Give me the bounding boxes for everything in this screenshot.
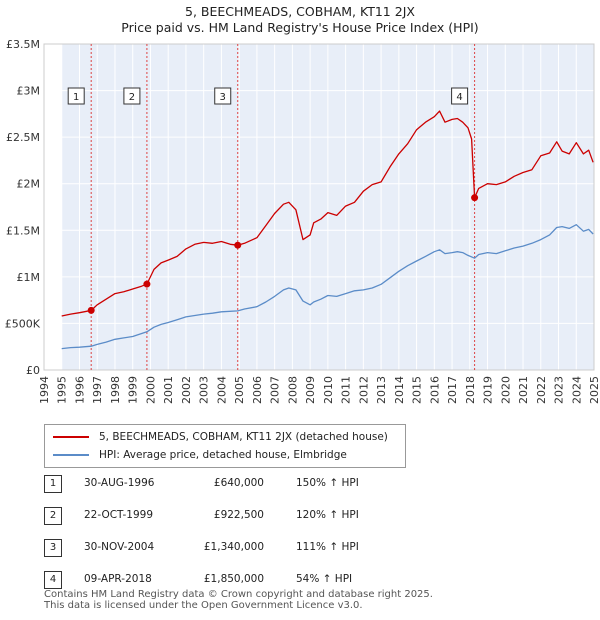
legend-blue-swatch (53, 454, 89, 456)
x-tick-label: 2005 (233, 376, 246, 404)
transaction-number: 4 (44, 571, 62, 589)
legend-property-label: 5, BEECHMEADS, COBHAM, KT11 2JX (detache… (99, 431, 388, 443)
x-tick-label: 2018 (464, 376, 477, 404)
sale-point (143, 280, 151, 288)
sale-number-label: 2 (129, 92, 135, 103)
transaction-date: 30-NOV-2004 (84, 541, 155, 553)
x-tick-label: 1994 (38, 376, 51, 404)
x-tick-label: 2010 (322, 376, 335, 404)
sale-number-box (451, 87, 469, 105)
price-chart: £0 £500K £1M £1.5M £2M £2.5M £3M £3.5M 1994 1995 1… (5, 38, 600, 404)
legend: 5, BEECHMEADS, COBHAM, KT11 2JX (detache… (44, 424, 406, 468)
transaction-price: £1,850,000 (203, 573, 264, 585)
footer-copyright: Contains HM Land Registry data © Crown c… (44, 589, 433, 600)
x-tick-label: 2023 (553, 376, 566, 404)
x-tick-label: 1995 (56, 376, 69, 404)
transaction-hpi-pct: 150% ↑ HPI (296, 477, 359, 489)
x-tick-label: 1999 (127, 376, 140, 404)
x-tick-label: 2000 (144, 376, 157, 404)
transaction-price: £922,500 (213, 509, 264, 521)
x-tick-label: 2012 (357, 376, 370, 404)
y-tick-label: £1M (17, 271, 41, 284)
x-tick-label: 2016 (428, 376, 441, 404)
transaction-hpi-pct: 120% ↑ HPI (296, 509, 359, 521)
sale-point (471, 194, 479, 202)
x-tick-label: 2025 (588, 376, 600, 404)
y-tick-label: £500K (5, 317, 41, 330)
transactions-table: 1 30-AUG-1996 £640,000 150% ↑ HPI 2 22-O… (34, 475, 594, 603)
sale-number-label: 3 (220, 92, 226, 103)
legend-item-hpi: HPI: Average price, detached house, Elmb… (53, 446, 347, 464)
x-tick-label: 2002 (180, 376, 193, 404)
x-tick-label: 1996 (73, 376, 86, 404)
legend-item-property: 5, BEECHMEADS, COBHAM, KT11 2JX (detache… (53, 428, 388, 446)
sale-number-box (123, 87, 141, 105)
x-tick-label: 2013 (375, 376, 388, 404)
footer-licence: This data is licensed under the Open Gov… (44, 600, 363, 611)
y-tick-label: £1.5M (6, 224, 40, 237)
sale-number-box (67, 87, 85, 105)
x-tick-label: 2008 (286, 376, 299, 404)
x-tick-label: 2009 (304, 376, 317, 404)
y-tick-label: £0 (26, 364, 40, 377)
x-tick-label: 2006 (251, 376, 264, 404)
x-tick-label: 1997 (91, 376, 104, 404)
x-tick-label: 1998 (109, 376, 122, 404)
x-tick-label: 2015 (411, 376, 424, 404)
y-tick-label: £2M (17, 178, 41, 191)
series-line (61, 224, 594, 350)
transaction-number: 1 (44, 475, 62, 493)
transaction-price: £640,000 (213, 477, 264, 489)
y-tick-label: £3.5M (6, 38, 40, 51)
chart-title-line1: 5, BEECHMEADS, COBHAM, KT11 2JX (185, 4, 415, 19)
transaction-row: 2 22-OCT-1999 £922,500 120% ↑ HPI (34, 507, 594, 539)
legend-hpi-label: HPI: Average price, detached house, Elmb… (99, 449, 347, 461)
transaction-row: 1 30-AUG-1996 £640,000 150% ↑ HPI (34, 475, 594, 507)
sale-point (234, 241, 242, 249)
x-tick-label: 2007 (269, 376, 282, 404)
x-tick-label: 2003 (198, 376, 211, 404)
plot-frame (43, 43, 595, 371)
sale-number-box (214, 87, 232, 105)
chart-title-line2: Price paid vs. HM Land Registry's House … (121, 20, 479, 35)
sale-number-label: 1 (73, 92, 79, 103)
x-tick-label: 2004 (215, 376, 228, 404)
y-tick-label: £3M (17, 85, 41, 98)
x-tick-label: 2021 (517, 376, 530, 404)
y-tick-label: £2.5M (6, 131, 40, 144)
transaction-row: 3 30-NOV-2004 £1,340,000 111% ↑ HPI (34, 539, 594, 571)
x-tick-label: 2011 (340, 376, 353, 404)
x-tick-label: 2019 (482, 376, 495, 404)
sale-point (87, 306, 95, 314)
transaction-row: 4 09-APR-2018 £1,850,000 54% ↑ HPI (34, 571, 594, 603)
sale-number-label: 4 (456, 92, 462, 103)
transaction-price: £1,340,000 (203, 541, 264, 553)
legend-red-swatch (53, 436, 89, 438)
x-tick-label: 2017 (446, 376, 459, 404)
transaction-number: 2 (44, 507, 62, 525)
series-line (61, 110, 594, 317)
transaction-date: 09-APR-2018 (84, 573, 152, 585)
x-tick-label: 2014 (393, 376, 406, 404)
transaction-number: 3 (44, 539, 62, 557)
transaction-date: 30-AUG-1996 (84, 477, 155, 489)
x-tick-label: 2024 (570, 376, 583, 404)
transaction-date: 22-OCT-1999 (84, 509, 153, 521)
transaction-hpi-pct: 111% ↑ HPI (296, 541, 359, 553)
footer: Contains HM Land Registry data © Crown c… (44, 589, 433, 611)
x-tick-label: 2022 (535, 376, 548, 404)
x-tick-label: 2020 (499, 376, 512, 404)
x-tick-label: 2001 (162, 376, 175, 404)
transaction-hpi-pct: 54% ↑ HPI (296, 573, 353, 585)
